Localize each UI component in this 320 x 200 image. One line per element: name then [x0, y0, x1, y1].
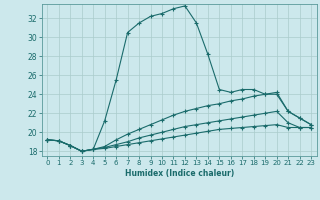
X-axis label: Humidex (Indice chaleur): Humidex (Indice chaleur)	[124, 169, 234, 178]
